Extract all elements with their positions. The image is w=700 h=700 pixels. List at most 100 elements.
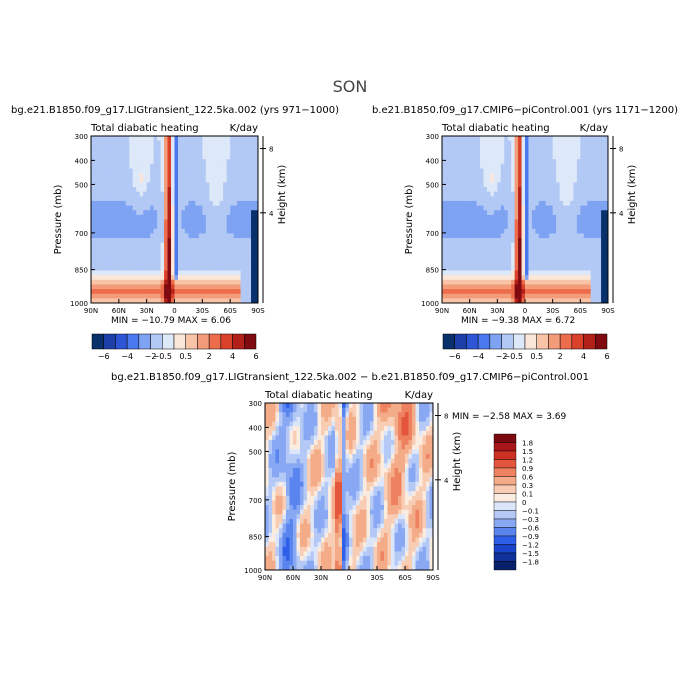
heatmap-cell — [483, 298, 488, 304]
heatmap-cell — [597, 224, 602, 230]
heatmap-cell — [115, 251, 120, 258]
heatmap-cell — [237, 298, 242, 304]
heatmap-cell — [289, 500, 294, 506]
heatmap-cell — [476, 145, 481, 151]
heatmap-cell — [514, 247, 519, 253]
heatmap-cell — [198, 140, 203, 146]
heatmap-cell — [230, 247, 235, 253]
heatmap-cell — [462, 256, 467, 262]
heatmap-cell — [289, 551, 294, 557]
heatmap-cell — [233, 159, 238, 165]
heatmap-cell — [480, 210, 484, 216]
heatmap-cell — [265, 514, 269, 520]
heatmap-cell — [146, 293, 151, 299]
heatmap-cell — [104, 136, 109, 142]
heatmap-cell — [101, 177, 106, 183]
heatmap-cell — [307, 509, 311, 515]
heatmap-cell — [184, 187, 189, 193]
heatmap-cell — [559, 233, 564, 239]
heatmap-cell — [132, 233, 137, 239]
heatmap-cell — [91, 233, 95, 239]
heatmap-cell — [118, 168, 123, 174]
heatmap-cell — [500, 177, 505, 183]
heatmap-cell — [307, 458, 311, 464]
heatmap-cell — [514, 289, 519, 295]
heatmap-cell — [462, 187, 467, 193]
heatmap-cell — [184, 284, 189, 290]
heatmap-cell — [240, 238, 245, 244]
heatmap-cell — [296, 412, 301, 418]
heatmap-cell — [101, 168, 106, 174]
heatmap-cell — [167, 242, 172, 248]
heatmap-cell — [94, 251, 99, 258]
heatmap-cell — [373, 477, 378, 483]
heatmap-cell — [573, 279, 578, 285]
heatmap-cell — [115, 182, 120, 188]
heatmap-cell — [459, 163, 464, 169]
heatmap-cell — [345, 407, 350, 413]
heatmap-cell — [552, 265, 557, 271]
heatmap-cell — [455, 154, 460, 160]
heatmap-cell — [342, 421, 346, 427]
heatmap-cell — [500, 265, 505, 271]
heatmap-cell — [345, 528, 350, 534]
heatmap-cell — [462, 251, 467, 258]
heatmap-cell — [559, 228, 564, 234]
x-tick-label: 0 — [172, 307, 176, 315]
heatmap-cell — [153, 289, 158, 295]
heatmap-cell — [566, 293, 571, 299]
heatmap-cell — [303, 523, 308, 529]
heatmap-cell — [195, 233, 200, 239]
heatmap-cell — [174, 219, 179, 225]
x-tick-label: 60N — [463, 307, 477, 315]
heatmap-cell — [97, 196, 102, 202]
heatmap-cell — [511, 224, 516, 230]
heatmap-cell — [556, 177, 560, 183]
heatmap-cell — [356, 444, 360, 450]
heatmap-cell — [108, 168, 113, 174]
heatmap-cell — [556, 145, 560, 151]
heatmap-cell — [97, 224, 102, 230]
heatmap-cell — [373, 546, 378, 552]
heatmap-cell — [455, 191, 460, 197]
heatmap-cell — [223, 154, 228, 160]
heatmap-cell — [272, 532, 276, 538]
heatmap-cell — [296, 407, 301, 413]
heatmap-cell — [143, 191, 148, 197]
heatmap-cell — [268, 528, 273, 534]
heatmap-cell — [583, 136, 588, 142]
heatmap-cell — [563, 182, 567, 188]
heatmap-cell — [391, 523, 395, 529]
heatmap-cell — [594, 242, 599, 248]
heatmap-cell — [549, 261, 554, 267]
heatmap-cell — [303, 407, 308, 413]
heatmap-cell — [384, 477, 388, 483]
heatmap-cell — [247, 177, 252, 183]
heatmap-cell — [265, 454, 269, 460]
heatmap-cell — [398, 495, 402, 501]
heatmap-cell — [473, 149, 477, 155]
heatmap-cell — [455, 182, 460, 188]
heatmap-cell — [604, 187, 609, 193]
heatmap-cell — [377, 407, 381, 413]
heatmap-cell — [150, 261, 155, 267]
heatmap-cell — [94, 182, 99, 188]
heatmap-cell — [136, 228, 141, 234]
heatmap-cell — [111, 159, 116, 165]
heatmap-cell — [604, 270, 609, 276]
heatmap-cell — [394, 495, 399, 501]
heatmap-cell — [535, 228, 540, 234]
heatmap-cell — [254, 275, 259, 281]
heatmap-cell — [363, 454, 367, 460]
heatmap-cell — [576, 284, 581, 290]
heatmap-cell — [552, 159, 557, 165]
heatmap-cell — [338, 486, 343, 492]
heatmap-cell — [164, 261, 168, 267]
heatmap-cell — [181, 284, 186, 290]
heatmap-cell — [349, 556, 353, 562]
heatmap-cell — [321, 416, 325, 422]
heatmap-cell — [139, 210, 144, 216]
heatmap-cell — [94, 187, 99, 193]
heatmap-cell — [198, 270, 203, 276]
heatmap-cell — [342, 454, 346, 460]
